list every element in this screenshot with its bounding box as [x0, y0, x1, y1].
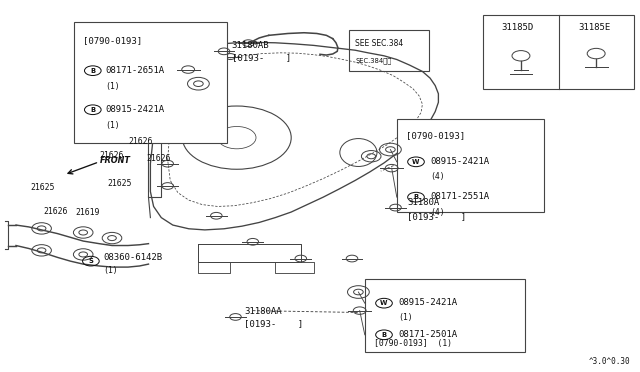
Text: [0193-    ]: [0193- ]	[232, 53, 291, 62]
Text: 21625: 21625	[108, 179, 132, 188]
Bar	[483, 15, 634, 89]
Text: B: B	[90, 68, 95, 74]
Text: 08915-2421A: 08915-2421A	[106, 105, 164, 113]
Text: (4): (4)	[430, 208, 445, 217]
Bar	[397, 119, 544, 212]
Bar	[365, 279, 525, 352]
Text: (1): (1)	[106, 121, 120, 130]
Text: (1): (1)	[104, 266, 118, 275]
Text: 08360-6142B: 08360-6142B	[104, 253, 163, 262]
Bar	[349, 30, 429, 71]
Text: W: W	[380, 300, 388, 306]
Text: B: B	[381, 332, 387, 338]
Text: [0193-    ]: [0193- ]	[407, 212, 466, 221]
Text: 08171-2551A: 08171-2551A	[430, 192, 489, 201]
Text: 08915-2421A: 08915-2421A	[430, 157, 489, 166]
Text: 21625: 21625	[31, 183, 55, 192]
Text: 31185E: 31185E	[579, 23, 611, 32]
Text: W: W	[412, 159, 420, 165]
Text: 21619: 21619	[76, 208, 100, 217]
Text: 08915-2421A: 08915-2421A	[398, 298, 457, 307]
Text: (4): (4)	[430, 172, 445, 181]
Text: SEC.384参照: SEC.384参照	[355, 58, 392, 64]
Text: 31185D: 31185D	[502, 23, 534, 32]
Bar	[365, 279, 525, 352]
Text: 21626: 21626	[99, 151, 124, 160]
Text: [0790-0193]: [0790-0193]	[83, 36, 142, 45]
Text: [0790-0193]  (1): [0790-0193] (1)	[374, 339, 452, 348]
Text: 21626: 21626	[128, 137, 152, 146]
Text: 31180AA: 31180AA	[244, 307, 282, 316]
Text: FRONT: FRONT	[100, 156, 131, 165]
Text: SEE SEC.384: SEE SEC.384	[355, 39, 403, 48]
Text: B: B	[413, 194, 419, 200]
Bar	[74, 22, 227, 143]
Text: 31180AB: 31180AB	[232, 41, 269, 50]
Text: [0790-0193]: [0790-0193]	[406, 131, 465, 140]
Text: 08171-2651A: 08171-2651A	[106, 65, 164, 74]
Text: 08171-2501A: 08171-2501A	[398, 330, 457, 339]
Text: ^3.0^0.30: ^3.0^0.30	[589, 357, 630, 366]
Text: [0193-    ]: [0193- ]	[244, 320, 303, 328]
Text: 21626: 21626	[146, 154, 170, 163]
Text: S: S	[88, 258, 93, 264]
Text: B: B	[90, 107, 95, 113]
Text: 21626: 21626	[44, 207, 68, 216]
Text: (1): (1)	[398, 313, 413, 322]
Text: 31180A: 31180A	[407, 198, 439, 206]
Text: (1): (1)	[106, 82, 120, 91]
Bar	[397, 119, 544, 212]
Bar	[74, 22, 227, 143]
